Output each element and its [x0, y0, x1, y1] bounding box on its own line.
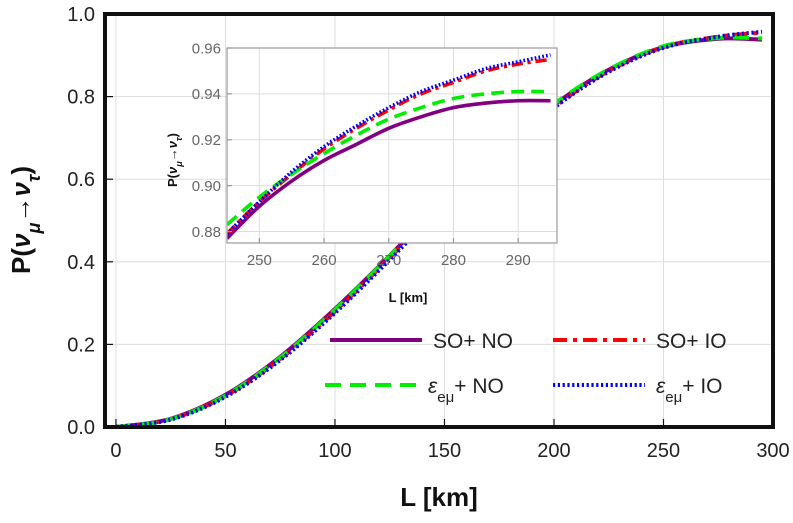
inset-series-line-3 [227, 89, 551, 227]
inset-y-tick-label: 0.92 [192, 132, 221, 149]
inset-x-axis-title: L [km] [389, 290, 428, 305]
main-x-tick-label: 250 [647, 440, 680, 462]
main-x-axis-title: L [km] [400, 482, 478, 512]
legend-item-3: εeμ+ NO [325, 375, 504, 406]
main-y-axis-title: P(νμ→ντ) [6, 166, 44, 274]
main-x-tick-label: 50 [214, 440, 236, 462]
inset-y-tick-label: 0.88 [192, 224, 221, 241]
inset-series-line-1 [227, 98, 551, 240]
inset-series-group [227, 53, 551, 240]
main-plot-frame [103, 12, 775, 429]
inset-x-tick-label: 270 [376, 252, 401, 269]
inset-series-line-4 [227, 53, 551, 236]
legend-item-2: SO+ IO [553, 330, 727, 353]
main-ticks: 0 50 100 150 200 250 300 0.0 0.2 0.4 0.6 0.8 1.0 [67, 4, 790, 462]
inset-y-tick-label: 0.96 [192, 40, 221, 57]
legend-label-1: SO+ NO [433, 330, 513, 353]
main-y-tick-label: 0.4 [67, 252, 95, 274]
inset-panel: 250 260 270 280 290 0.88 0.90 0.92 0.94 0.96 L [km… [165, 40, 558, 305]
main-y-tick-label: 0.0 [67, 417, 95, 439]
main-x-tick-label: 100 [318, 440, 351, 462]
legend-item-4: εeμ+ IO [553, 375, 723, 406]
legend: SO+ NO SO+ IO εeμ+ NO εeμ+ IO [325, 330, 727, 406]
main-y-tick-label: 0.6 [67, 169, 95, 191]
legend-label-2: SO+ IO [656, 330, 727, 353]
main-x-tick-label: 0 [110, 440, 121, 462]
main-x-tick-label: 150 [428, 440, 461, 462]
inset-x-tick-label: 280 [441, 252, 466, 269]
inset-x-tick-label: 290 [506, 252, 531, 269]
inset-plot-frame [226, 47, 558, 244]
inset-y-tick-label: 0.94 [192, 86, 221, 103]
inset-y-tick-label: 0.90 [192, 178, 221, 195]
main-series-line-4 [115, 29, 763, 429]
legend-item-1: SO+ NO [330, 330, 513, 353]
inset-ticks: 250 260 270 280 290 0.88 0.90 0.92 0.94 0.96 [192, 40, 531, 269]
inset-x-tick-label: 250 [247, 252, 272, 269]
main-y-tick-label: 0.2 [67, 334, 95, 356]
inset-plot-background [227, 48, 557, 243]
inset-x-tick-label: 260 [312, 252, 337, 269]
legend-label-4: εeμ+ IO [656, 375, 723, 406]
legend-label-3: εeμ+ NO [428, 375, 504, 406]
main-y-tick-label: 1.0 [67, 4, 95, 26]
main-x-tick-label: 300 [756, 440, 789, 462]
main-x-tick-label: 200 [537, 440, 570, 462]
inset-y-axis-title: P(νμ→ντ) [165, 133, 184, 187]
main-y-tick-label: 0.8 [67, 87, 95, 109]
